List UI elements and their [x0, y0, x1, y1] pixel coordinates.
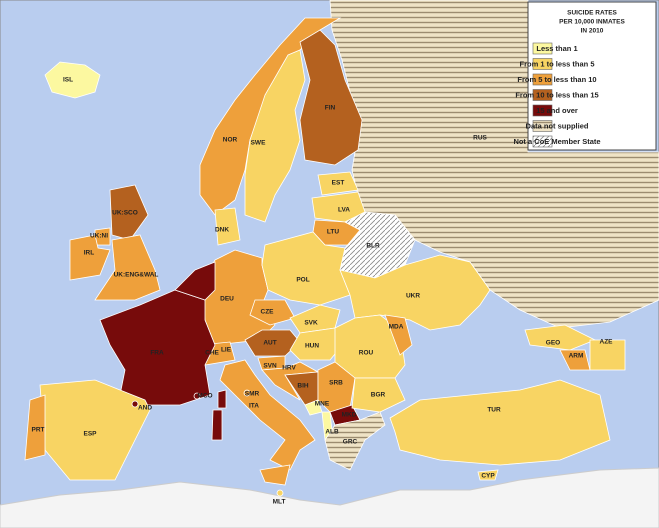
country-label: HRV [282, 365, 296, 372]
legend-swatch [532, 89, 553, 101]
country-shape [324, 411, 386, 471]
country-label: LVA [338, 207, 350, 214]
country-label: BLR [366, 243, 380, 250]
country-label: GRC [343, 439, 358, 446]
country-label: MKD [342, 412, 357, 419]
legend-title: IN 2010 [581, 28, 604, 35]
country-shape [589, 339, 626, 371]
country-label: SRB [329, 380, 343, 387]
country-shape [477, 469, 499, 481]
legend-label: From 5 to less than 10 [517, 75, 596, 84]
country-label: SMR [245, 391, 260, 398]
country-label: FRA [150, 350, 164, 357]
country-label: SVK [304, 320, 318, 327]
country-label: LTU [327, 229, 339, 236]
country-shape [289, 304, 341, 334]
legend-swatch [532, 73, 553, 86]
legend-label: 15 and over [536, 106, 578, 115]
country-shape [317, 171, 359, 196]
country-label: MCO [197, 393, 212, 400]
country-label: ESP [83, 431, 97, 438]
legend-label: From 10 to less than 15 [515, 90, 598, 99]
country-shape [243, 389, 251, 397]
country-shape [69, 234, 111, 281]
country-label: AND [138, 405, 152, 412]
country-shape [299, 29, 363, 166]
legend-label: Data not supplied [526, 121, 589, 130]
country-label: CHE [205, 350, 219, 357]
country-label: LIE [221, 347, 232, 354]
country-label: MDA [389, 324, 404, 331]
country-label: GEO [546, 340, 560, 347]
country-labels: ISL NOR SWE FIN RUS EST LVA LTU BLR DNK UK:SCO UK:N… [32, 77, 614, 506]
legend-title: PER 10,000 INMATES [559, 19, 625, 26]
country-label: SVN [263, 363, 277, 370]
country-label: AUT [263, 340, 276, 347]
country-label: UK:ENG&WAL [114, 272, 159, 279]
country-label: IRL [84, 250, 95, 257]
country-label: SWE [251, 140, 266, 147]
country-label: BIH [297, 383, 309, 390]
countries [24, 0, 659, 497]
country-label: UKR [406, 293, 420, 300]
legend-label: Not a CoE Member State [513, 137, 600, 146]
country-shape [389, 379, 611, 466]
country-label: TUR [487, 407, 501, 414]
country-shape [219, 359, 316, 471]
country-label: EST [332, 180, 345, 187]
country-label: NOR [223, 137, 238, 144]
legend-title: SUICIDE RATES [567, 10, 617, 17]
country-label: AZE [600, 339, 614, 346]
country-label: MLT [273, 499, 286, 506]
country-label: MNE [315, 401, 330, 408]
country-shape [244, 49, 306, 223]
country-shape [193, 392, 201, 400]
legend-swatch [532, 42, 553, 55]
legend-swatch [532, 120, 553, 132]
legend-swatch [532, 135, 553, 148]
country-label: BGR [371, 392, 386, 399]
legend-label: Less than 1 [536, 44, 577, 53]
country-shape [524, 324, 596, 351]
legend-label: From 1 to less than 5 [519, 59, 594, 68]
country-shape [217, 389, 227, 409]
country-shape [39, 379, 151, 481]
country-label: FIN [325, 105, 336, 112]
non-europe-land [0, 467, 659, 528]
country-shape [24, 394, 46, 461]
country-label: ROU [359, 350, 374, 357]
country-label: ITA [249, 403, 259, 410]
country-shape [131, 400, 139, 408]
legend-swatch [532, 104, 553, 117]
country-shape [214, 207, 241, 246]
country-label: DEU [220, 296, 234, 303]
country-shape [199, 17, 342, 216]
country-label: ALB [325, 429, 339, 436]
country-label: DNK [215, 227, 229, 234]
country-shape [94, 234, 161, 301]
country-shape [174, 261, 216, 301]
country-shape [276, 489, 284, 497]
legend-swatch [532, 58, 553, 70]
country-label: HUN [305, 343, 319, 350]
country-shape [249, 299, 296, 326]
country-shape [351, 377, 406, 413]
country-label: PRT [32, 427, 45, 434]
country-shape [44, 61, 101, 99]
country-shape [211, 409, 223, 441]
country-label: ISL [63, 77, 73, 84]
country-shape [259, 464, 291, 486]
country-label: CYP [481, 473, 495, 480]
country-label: UK:NI [90, 233, 108, 240]
country-label: POL [296, 277, 309, 284]
country-label: UK:SCO [112, 210, 138, 217]
country-label: ARM [569, 353, 584, 360]
country-shape [109, 184, 149, 241]
country-shape [384, 314, 413, 356]
country-label: RUS [473, 135, 487, 142]
country-label: CZE [261, 309, 275, 316]
